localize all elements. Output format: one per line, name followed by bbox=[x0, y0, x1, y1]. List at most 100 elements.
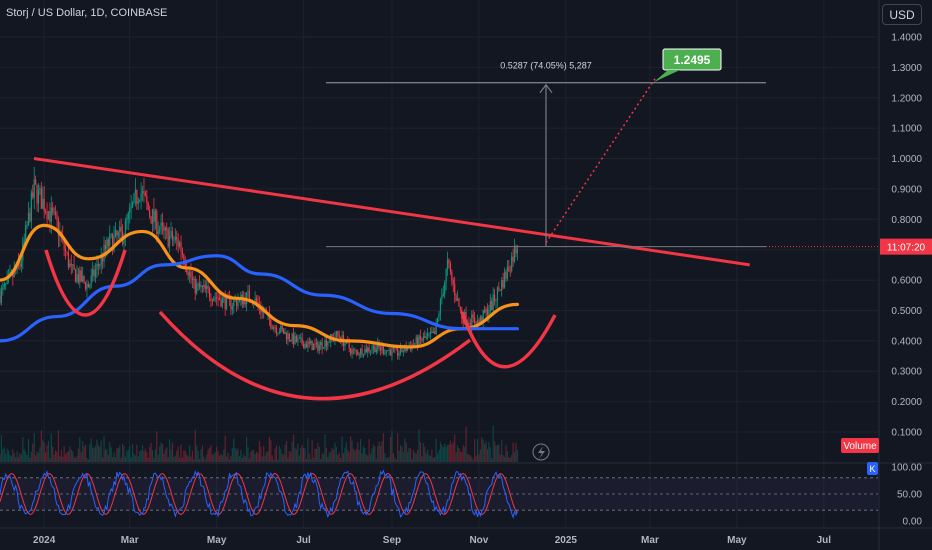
candle bbox=[476, 320, 479, 327]
candle bbox=[357, 351, 359, 355]
volume-bar bbox=[419, 442, 422, 462]
volume-bar bbox=[100, 440, 102, 462]
volume-bar bbox=[274, 448, 276, 462]
candle bbox=[64, 249, 67, 252]
volume-bar bbox=[253, 450, 255, 462]
candle bbox=[139, 199, 141, 202]
volume-bar bbox=[371, 448, 373, 462]
candle bbox=[281, 326, 283, 330]
candle bbox=[287, 333, 289, 340]
volume-bar bbox=[190, 456, 192, 462]
volume-bar bbox=[13, 453, 15, 462]
volume-bar bbox=[97, 444, 99, 462]
y-tick-label: 0.2000 bbox=[891, 397, 922, 408]
volume-bar bbox=[92, 447, 94, 462]
candle bbox=[474, 317, 476, 324]
candle bbox=[173, 239, 175, 241]
candle bbox=[432, 331, 434, 333]
volume-bar bbox=[193, 459, 195, 462]
volume-bar bbox=[62, 457, 64, 462]
candle bbox=[136, 189, 138, 204]
volume-bar bbox=[350, 436, 352, 462]
volume-bar bbox=[114, 457, 117, 462]
volume-bar bbox=[304, 448, 306, 462]
candle bbox=[113, 236, 115, 251]
volume-bar bbox=[451, 444, 453, 462]
volume-bar bbox=[479, 449, 481, 462]
volume-bar bbox=[19, 453, 21, 462]
candle bbox=[301, 337, 303, 344]
volume-bar bbox=[436, 453, 439, 462]
volume-bar bbox=[84, 445, 87, 462]
volume-bar bbox=[358, 450, 360, 462]
candle bbox=[13, 269, 15, 277]
candle bbox=[123, 235, 125, 244]
candle bbox=[367, 347, 369, 353]
volume-bar bbox=[448, 444, 450, 462]
volume-bar bbox=[0, 453, 1, 462]
candle bbox=[468, 322, 470, 324]
candle bbox=[488, 310, 490, 316]
price-tag bbox=[880, 238, 932, 255]
candle bbox=[435, 322, 437, 335]
candle bbox=[254, 298, 256, 303]
candle bbox=[429, 331, 432, 334]
candle bbox=[364, 348, 366, 356]
candle bbox=[57, 220, 60, 237]
volume-bar bbox=[308, 453, 310, 462]
candle bbox=[144, 192, 146, 196]
volume-bar bbox=[80, 452, 82, 462]
volume-bar bbox=[231, 447, 233, 462]
candle bbox=[421, 339, 423, 341]
currency-button[interactable]: USD bbox=[882, 4, 922, 25]
candle bbox=[214, 297, 216, 299]
y-tick-label: 1.0000 bbox=[891, 154, 922, 165]
volume-bar bbox=[472, 459, 474, 462]
candle bbox=[317, 342, 319, 351]
candle bbox=[29, 212, 31, 222]
candle bbox=[479, 316, 481, 324]
x-tick-label: May bbox=[727, 535, 747, 546]
candle bbox=[244, 297, 246, 305]
volume-bar bbox=[174, 455, 176, 462]
candle bbox=[305, 343, 308, 348]
candle bbox=[153, 209, 155, 222]
candle bbox=[344, 343, 346, 347]
rsi-line bbox=[0, 469, 518, 520]
moving-averages bbox=[0, 223, 519, 349]
candle bbox=[485, 308, 487, 313]
candle bbox=[501, 279, 503, 291]
candle bbox=[472, 314, 474, 318]
candle bbox=[112, 234, 114, 251]
candle bbox=[90, 275, 92, 285]
candle bbox=[498, 287, 500, 290]
volume-bar bbox=[119, 445, 121, 462]
candle bbox=[503, 271, 506, 288]
volume-bar bbox=[508, 457, 510, 462]
volume-bar bbox=[381, 441, 383, 462]
volume-bar bbox=[206, 454, 208, 462]
volume-bar bbox=[469, 455, 471, 462]
volume-bar bbox=[228, 459, 231, 462]
cup-handle-pattern bbox=[33, 157, 750, 401]
volume-bar bbox=[275, 445, 278, 462]
candle bbox=[140, 193, 142, 200]
volume-bar bbox=[321, 453, 323, 462]
volume-bar bbox=[488, 441, 490, 462]
candle bbox=[87, 283, 89, 288]
volume-bar bbox=[387, 457, 389, 462]
volume-bar bbox=[367, 455, 369, 462]
y-tick-label: 0.4000 bbox=[891, 336, 922, 347]
candle bbox=[436, 317, 439, 323]
target-box bbox=[662, 48, 722, 71]
candle bbox=[394, 347, 396, 349]
volume-bar bbox=[310, 459, 312, 462]
volume-bar bbox=[378, 441, 380, 462]
candle bbox=[76, 274, 78, 282]
candle bbox=[188, 271, 191, 276]
volume-bar bbox=[454, 434, 456, 462]
candle bbox=[36, 184, 38, 204]
candle bbox=[80, 270, 82, 282]
candle bbox=[23, 239, 25, 242]
